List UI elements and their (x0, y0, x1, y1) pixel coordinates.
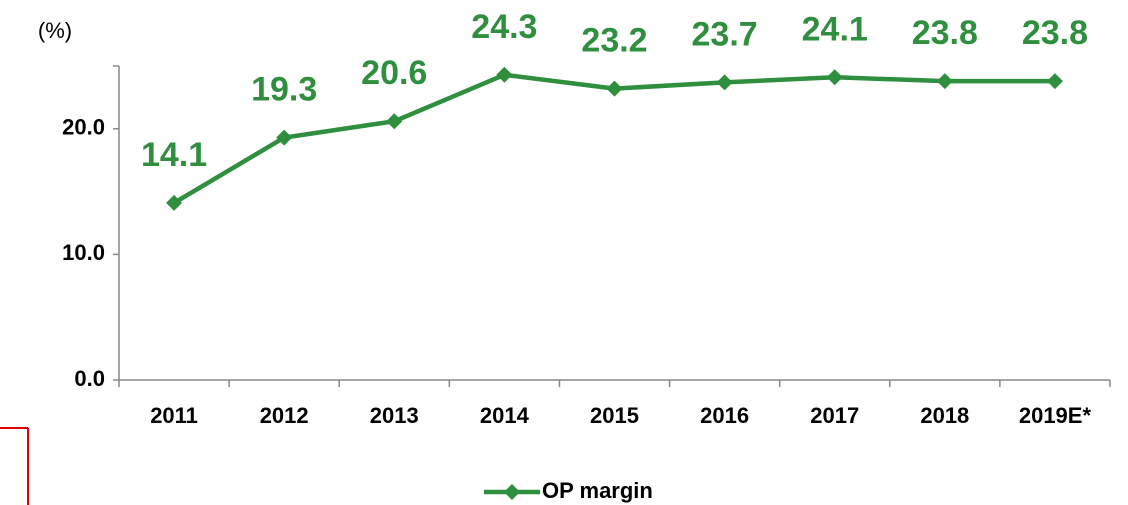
data-label: 23.2 (581, 22, 647, 60)
x-tick-label: 2013 (370, 403, 419, 428)
y-tick-label: 0.0 (74, 366, 105, 391)
marker (936, 73, 953, 90)
data-label: 19.3 (251, 71, 317, 109)
data-label: 24.3 (471, 8, 537, 46)
marker (166, 194, 183, 211)
x-tick-label: 2017 (810, 403, 859, 428)
marker (276, 129, 293, 146)
marker (496, 66, 513, 83)
legend-label: OP margin (542, 478, 653, 503)
legend-marker (504, 484, 520, 500)
x-tick-label: 2019E* (1019, 403, 1092, 428)
data-label: 23.8 (912, 14, 978, 52)
y-axis-label: (%) (38, 18, 72, 43)
data-label: 14.1 (141, 136, 207, 174)
y-tick-label: 20.0 (62, 115, 105, 140)
marker (386, 113, 403, 130)
x-tick-label: 2016 (700, 403, 749, 428)
x-tick-label: 2018 (920, 403, 969, 428)
x-tick-label: 2012 (260, 403, 309, 428)
data-label: 20.6 (361, 54, 427, 92)
data-label: 23.7 (692, 15, 758, 53)
marker (826, 69, 843, 86)
marker (1046, 73, 1063, 90)
marker (606, 80, 623, 97)
x-tick-label: 2014 (480, 403, 530, 428)
x-tick-label: 2011 (150, 403, 198, 428)
marker (716, 74, 733, 91)
x-tick-label: 2015 (590, 403, 639, 428)
data-label: 23.8 (1022, 14, 1088, 52)
y-tick-label: 10.0 (62, 240, 105, 265)
data-label: 24.1 (802, 10, 868, 48)
